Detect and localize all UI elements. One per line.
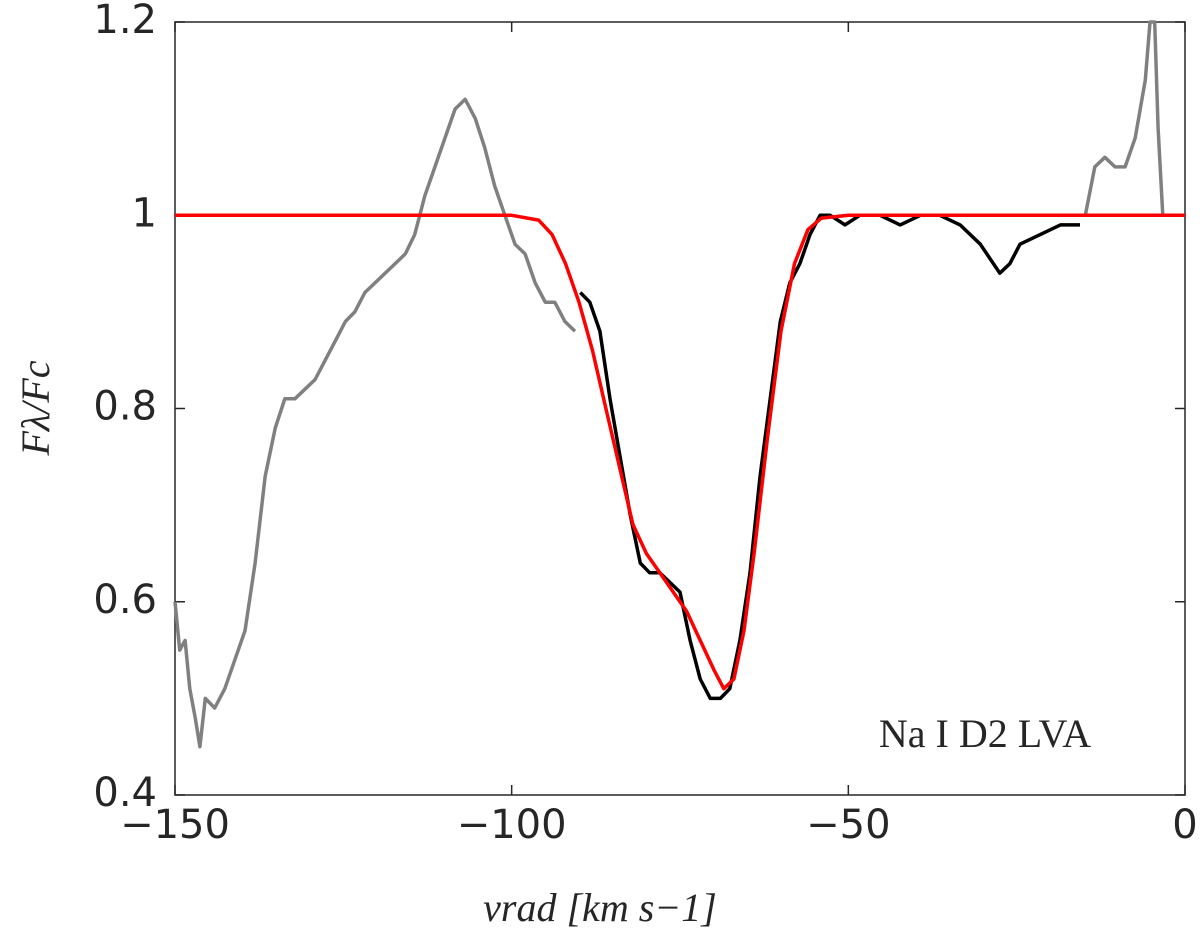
plot-frame bbox=[174, 21, 1186, 796]
series-line bbox=[173, 97, 577, 749]
y-tick-label: 1 bbox=[132, 190, 157, 236]
x-tick-label: 0 bbox=[1172, 802, 1197, 848]
y-tick-label: 0.8 bbox=[93, 384, 157, 430]
x-tick-label: −100 bbox=[457, 802, 567, 848]
series-line bbox=[579, 213, 1080, 701]
series-line bbox=[175, 213, 1185, 691]
y-tick-label: 0.4 bbox=[93, 770, 157, 816]
y-tick-label: 0.6 bbox=[93, 577, 157, 623]
series-line bbox=[1083, 20, 1165, 216]
x-axis-label: vrad [km s−1] bbox=[483, 885, 717, 930]
x-tick-label: −150 bbox=[120, 802, 230, 848]
annotation: Na I D2 LVA bbox=[879, 711, 1091, 756]
y-tick-label: 1.2 bbox=[93, 0, 157, 43]
x-tick-label: −50 bbox=[806, 802, 890, 848]
y-axis-label: Fλ/Fc bbox=[13, 360, 58, 456]
